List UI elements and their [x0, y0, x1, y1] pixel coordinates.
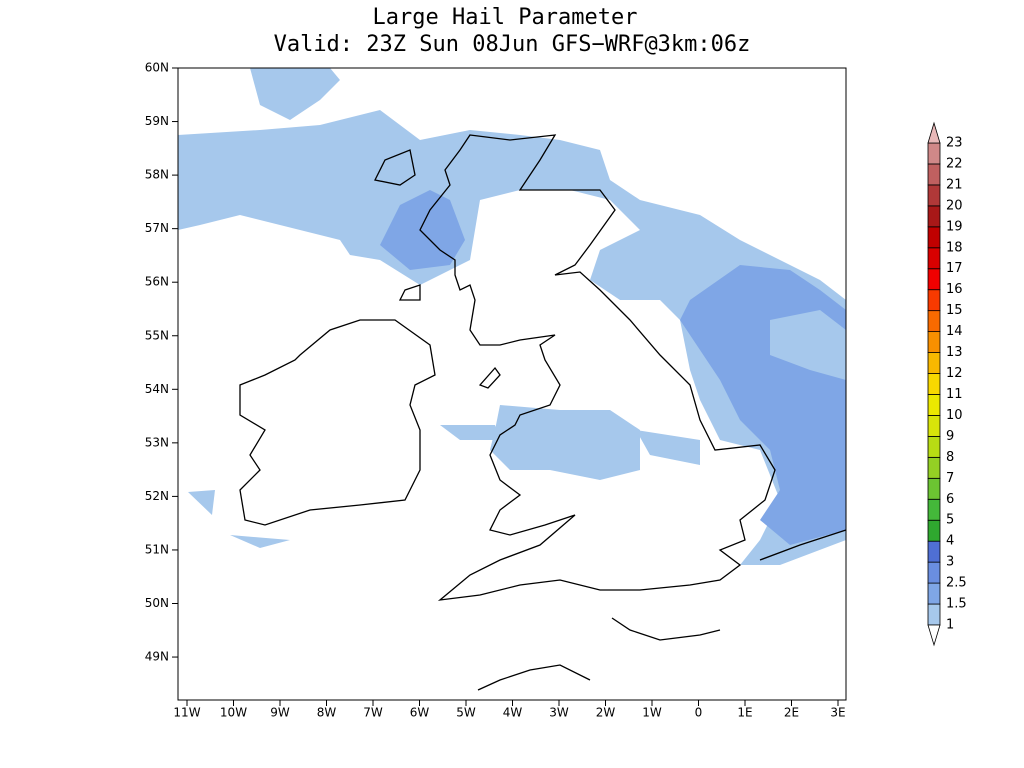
colorbar-box	[927, 561, 941, 584]
belgium-coast	[759, 529, 847, 561]
lon-tick-label: 2E	[784, 706, 799, 720]
colorbar-label: 4	[946, 534, 954, 549]
colorbar-label: 1.5	[946, 597, 967, 612]
lat-tick-label: 56N	[145, 275, 169, 289]
hail-shading	[178, 68, 846, 565]
colorbar-label: 2.5	[946, 576, 967, 591]
colorbar-box	[927, 477, 941, 500]
colorbar-label: 21	[946, 177, 963, 192]
lat-tick-label: 54N	[145, 382, 169, 396]
brittany	[477, 664, 591, 691]
subtitle: Valid: 23Z Sun 08Jun GFS−WRF@3km:06z	[274, 32, 751, 57]
shade-north	[178, 110, 846, 565]
lon-tick-label: 4W	[503, 706, 523, 720]
colorbar-label: 3	[946, 555, 954, 570]
colorbar-box	[927, 289, 941, 312]
coastlines	[239, 134, 847, 691]
lat-tick-label: 53N	[145, 435, 169, 449]
colorbar-over	[927, 121, 941, 144]
colorbar-box	[927, 310, 941, 333]
colorbar-box	[927, 498, 941, 521]
lon-tick-label: 0	[695, 706, 703, 720]
isle-of-skye	[374, 149, 416, 186]
colorbar-box	[927, 163, 941, 186]
ireland	[239, 319, 436, 526]
title: Large Hail Parameter	[373, 5, 638, 30]
lon-tick-label: 3E	[830, 706, 845, 720]
colorbar-label: 18	[946, 240, 963, 255]
shade-northwest	[250, 68, 340, 120]
lat-tick-label: 58N	[145, 168, 169, 182]
lon-tick-label: 9W	[270, 706, 290, 720]
colorbar-label: 5	[946, 513, 954, 528]
colorbar-box	[927, 603, 941, 626]
islay	[398, 284, 421, 301]
shade-north-sea-inner	[770, 310, 846, 380]
map	[177, 67, 847, 701]
lat-tick-label: 55N	[145, 328, 169, 342]
colorbar-label: 12	[946, 366, 963, 381]
lat-tick-label: 57N	[145, 221, 169, 235]
colorbar-box	[927, 373, 941, 395]
colorbar-box	[927, 582, 941, 605]
colorbar-label: 9	[946, 429, 954, 444]
colorbar-box	[927, 394, 941, 416]
lon-tick-label: 2W	[596, 706, 616, 720]
colorbar-box	[927, 205, 941, 228]
lat-tick-label: 49N	[145, 650, 169, 664]
colorbar-box	[927, 456, 941, 479]
normandy	[611, 617, 721, 641]
lon-tick-label: 1E	[737, 706, 752, 720]
colorbar-label: 16	[946, 282, 963, 297]
lat-tick-label: 52N	[145, 489, 169, 503]
colorbar-box	[927, 247, 941, 270]
colorbar-box	[927, 435, 941, 458]
colorbar-box	[927, 519, 941, 542]
colorbar-box	[927, 415, 941, 437]
shade-cork	[230, 535, 290, 548]
colorbar-label: 13	[946, 345, 963, 360]
shade-irish-sea	[440, 425, 500, 440]
lon-tick-label: 1W	[642, 706, 662, 720]
colorbar-label: 19	[946, 219, 963, 234]
lon-tick-label: 7W	[363, 706, 383, 720]
lon-tick-label: 11W	[173, 706, 200, 720]
shade-kerry	[188, 490, 215, 515]
colorbar-box	[927, 268, 941, 291]
colorbar-label: 7	[946, 471, 954, 486]
colorbar-label: 10	[946, 408, 963, 423]
colorbar-label: 23	[946, 136, 963, 151]
colorbar-label: 20	[946, 198, 963, 213]
lon-tick-label: 10W	[220, 706, 247, 720]
colorbar-label: 17	[946, 261, 963, 276]
great-britain	[419, 134, 776, 601]
lat-tick-label: 51N	[145, 542, 169, 556]
shade-hebrides	[380, 190, 465, 270]
colorbar-box	[927, 184, 941, 207]
lat-tick-label: 60N	[145, 61, 169, 75]
lat-tick-label: 59N	[145, 114, 169, 128]
colorbar-box	[927, 540, 941, 563]
lon-tick-label: 8W	[317, 706, 337, 720]
lon-tick-label: 3W	[549, 706, 569, 720]
colorbar-label: 22	[946, 156, 963, 171]
colorbar-box	[927, 142, 941, 165]
colorbar-box	[927, 352, 941, 374]
colorbar-label: 8	[946, 450, 954, 465]
colorbar-label: 14	[946, 324, 963, 339]
isle-of-man	[478, 366, 501, 389]
colorbar-box	[927, 226, 941, 249]
shade-midlands	[636, 430, 700, 465]
lon-tick-label: 6W	[410, 706, 430, 720]
colorbar-label: 11	[946, 387, 963, 402]
lat-tick-label: 50N	[145, 596, 169, 610]
colorbar-under	[927, 624, 941, 647]
colorbar-label: 15	[946, 303, 963, 318]
colorbar-box	[927, 331, 941, 353]
lon-tick-label: 5W	[456, 706, 476, 720]
colorbar-label: 6	[946, 492, 954, 507]
shade-wales	[490, 405, 640, 480]
colorbar-label: 1	[946, 618, 954, 633]
